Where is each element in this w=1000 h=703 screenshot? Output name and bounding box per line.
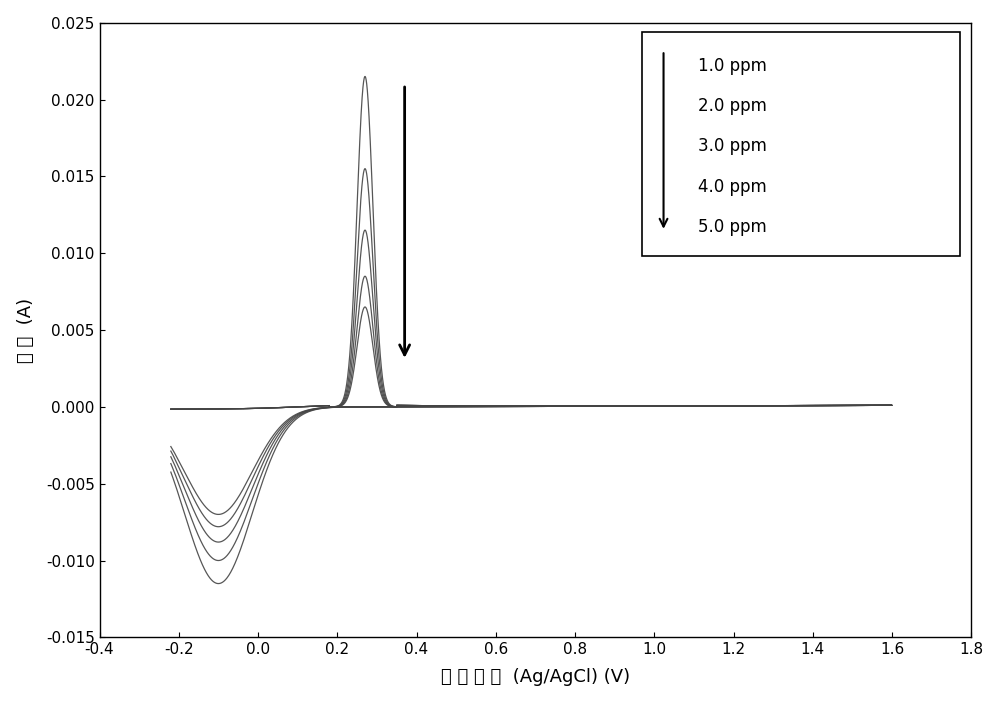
Text: 5.0 ppm: 5.0 ppm <box>698 218 767 236</box>
Text: 3.0 ppm: 3.0 ppm <box>698 137 767 155</box>
Text: 4.0 ppm: 4.0 ppm <box>698 178 767 195</box>
X-axis label: 电 极 电 位  (Ag/AgCl) (V): 电 极 电 位 (Ag/AgCl) (V) <box>441 669 630 686</box>
Text: 1.0 ppm: 1.0 ppm <box>698 57 767 75</box>
Bar <box>642 32 960 257</box>
Y-axis label: 电 流  (A): 电 流 (A) <box>17 297 35 363</box>
Text: 2.0 ppm: 2.0 ppm <box>698 97 767 115</box>
